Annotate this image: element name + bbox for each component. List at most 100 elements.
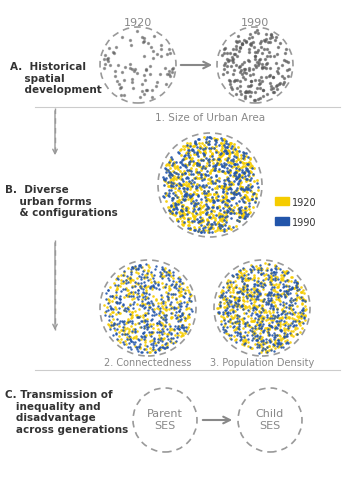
Point xyxy=(288,330,293,337)
Point xyxy=(237,189,242,196)
Point xyxy=(232,145,238,153)
Point xyxy=(242,162,248,170)
Point xyxy=(181,215,187,222)
Point xyxy=(189,146,195,154)
Point xyxy=(225,174,231,182)
Point xyxy=(163,80,168,88)
Point xyxy=(169,171,175,179)
Point xyxy=(223,190,228,198)
Point xyxy=(256,286,261,294)
Point xyxy=(164,50,170,58)
Point xyxy=(226,318,231,325)
Point xyxy=(173,201,178,209)
Point xyxy=(141,266,147,274)
Point xyxy=(230,307,236,315)
Point xyxy=(260,336,266,344)
Point xyxy=(196,217,202,225)
Point xyxy=(277,326,282,333)
Point xyxy=(228,157,233,164)
Point xyxy=(294,282,300,289)
Point xyxy=(129,75,135,83)
Point xyxy=(280,274,286,281)
Point xyxy=(185,142,190,149)
Point xyxy=(245,153,251,161)
Point xyxy=(267,291,273,298)
Point xyxy=(166,271,172,279)
Point xyxy=(235,181,241,188)
Point xyxy=(176,325,182,333)
Point xyxy=(150,343,155,351)
Point xyxy=(164,332,170,340)
Point xyxy=(254,319,259,326)
Point xyxy=(237,207,242,215)
Point xyxy=(243,191,248,199)
Point xyxy=(208,196,213,204)
Point xyxy=(220,205,226,212)
Point xyxy=(283,287,289,295)
Point xyxy=(220,295,225,302)
Point xyxy=(224,149,230,157)
Point xyxy=(193,209,199,217)
Point xyxy=(203,138,209,146)
Point xyxy=(202,223,208,230)
Point xyxy=(204,205,210,213)
Point xyxy=(256,333,261,341)
Point xyxy=(187,141,193,149)
Point xyxy=(158,313,163,321)
Point xyxy=(166,285,172,292)
Point xyxy=(226,197,231,205)
Point xyxy=(130,300,135,308)
Point xyxy=(138,348,144,356)
Point xyxy=(284,290,289,297)
Point xyxy=(242,335,248,342)
Point xyxy=(265,291,271,298)
Point xyxy=(210,211,216,218)
Point xyxy=(232,160,238,168)
Point xyxy=(219,151,225,159)
Point xyxy=(165,295,171,303)
Point xyxy=(213,194,218,202)
Point xyxy=(125,329,131,336)
Point xyxy=(233,209,239,217)
Point xyxy=(242,65,247,73)
Point xyxy=(227,288,233,296)
Point xyxy=(215,218,221,226)
Point xyxy=(233,175,239,182)
Point xyxy=(228,225,233,232)
Point xyxy=(188,297,194,305)
Point xyxy=(128,268,134,275)
Point xyxy=(116,294,122,302)
Point xyxy=(275,343,281,351)
Point xyxy=(283,282,289,290)
Point xyxy=(273,272,278,280)
Point xyxy=(247,205,252,213)
Point xyxy=(250,182,255,190)
Point xyxy=(205,187,210,195)
Point xyxy=(301,314,306,321)
Point xyxy=(229,292,234,300)
Point xyxy=(267,72,272,80)
Point xyxy=(222,308,228,316)
Point xyxy=(127,274,133,281)
Point xyxy=(227,306,232,314)
Point xyxy=(155,281,161,288)
Point xyxy=(195,156,201,164)
Point xyxy=(265,315,271,323)
Point xyxy=(290,283,295,291)
Point xyxy=(214,191,219,198)
Point xyxy=(231,209,237,217)
Point xyxy=(219,293,224,301)
Point xyxy=(243,194,248,202)
Point xyxy=(169,207,175,215)
Point xyxy=(186,214,191,222)
Point xyxy=(185,204,191,212)
Point xyxy=(239,213,245,220)
Point xyxy=(170,271,176,278)
Point xyxy=(241,297,247,305)
Point xyxy=(180,205,186,213)
Point xyxy=(158,270,163,277)
Point xyxy=(163,165,169,173)
Point xyxy=(254,179,260,187)
Point xyxy=(286,324,291,331)
Point xyxy=(236,297,241,305)
